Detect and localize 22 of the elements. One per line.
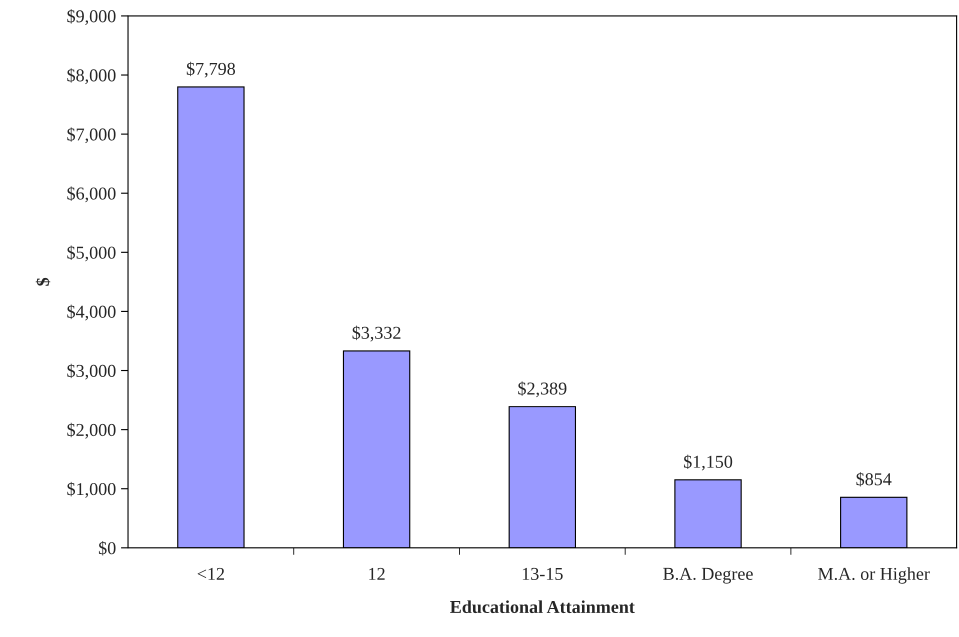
data-label: $1,150	[684, 454, 732, 470]
data-label: $2,389	[518, 381, 566, 398]
y-tick-label: $2,000	[67, 422, 116, 439]
x-axis-title: Educational Attainment	[450, 600, 635, 614]
y-tick-label: $4,000	[67, 304, 116, 320]
x-tick-label: 12	[369, 568, 385, 580]
y-tick-label: $3,000	[67, 364, 116, 380]
y-axis-title: $	[36, 278, 50, 286]
x-tick-label: M.A. or Higher	[818, 567, 930, 584]
x-tick-label: B.A. Degree	[663, 568, 753, 584]
y-tick-label: $1,000	[67, 482, 116, 498]
y-tick-label: $9,000	[67, 9, 116, 25]
data-label: $7,798	[186, 62, 236, 78]
y-tick-label: $7,000	[67, 127, 116, 144]
data-label: $854	[856, 472, 892, 487]
x-tick-label: <12	[198, 568, 224, 580]
y-tick-label: $6,000	[67, 186, 116, 202]
x-tick-label: 13-15	[522, 568, 563, 580]
y-tick-label: $0	[98, 541, 116, 556]
data-label: $3,332	[352, 326, 400, 342]
y-tick-label: $8,000	[67, 68, 116, 84]
y-tick-label: $5,000	[67, 246, 116, 262]
